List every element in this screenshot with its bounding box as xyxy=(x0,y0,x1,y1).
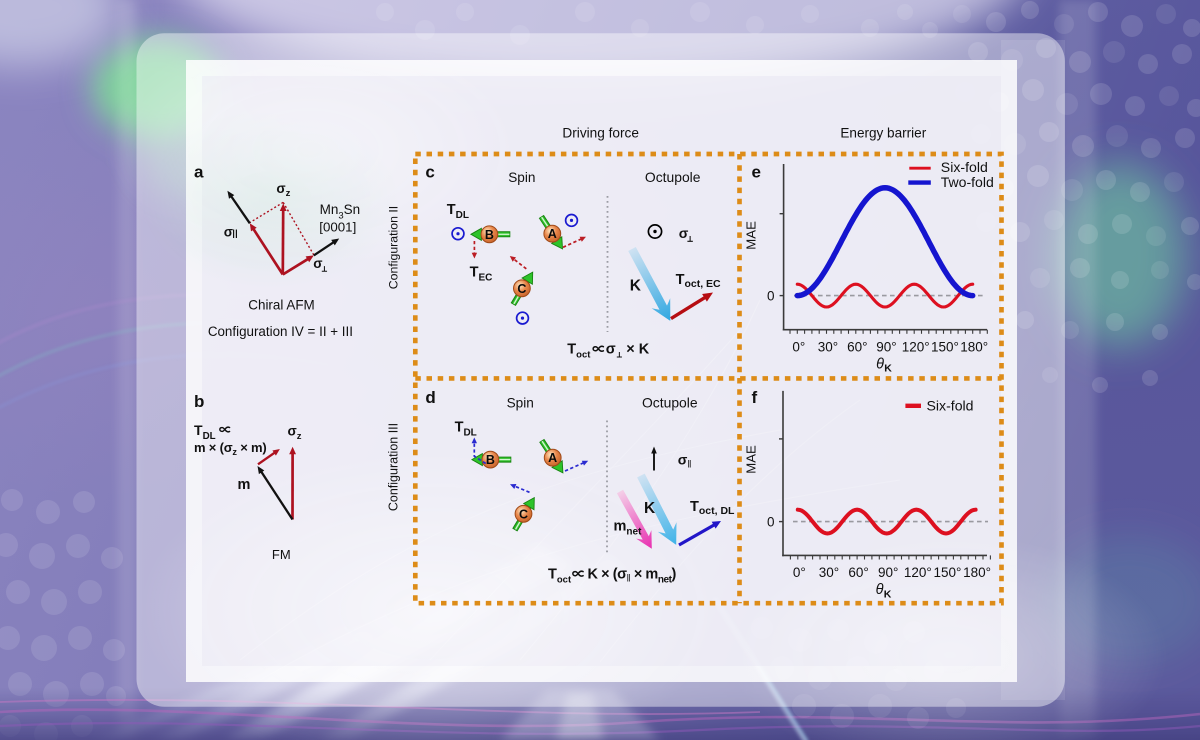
svg-text:× K: × K xyxy=(626,342,649,358)
svg-text:σ: σ xyxy=(679,225,689,241)
svg-text:σ: σ xyxy=(313,256,322,271)
svg-text:b: b xyxy=(194,392,204,411)
svg-text:Driving force: Driving force xyxy=(562,125,639,140)
svg-text:B: B xyxy=(486,453,495,467)
svg-text:90°: 90° xyxy=(876,340,896,355)
svg-text:K × (σ‖ × mnet): K × (σ‖ × mnet) xyxy=(588,566,677,585)
svg-text:[0001]: [0001] xyxy=(319,220,356,235)
svg-text:K: K xyxy=(884,363,892,375)
svg-text:a: a xyxy=(194,163,204,182)
svg-text:30°: 30° xyxy=(818,340,838,355)
svg-text:Spin: Spin xyxy=(508,170,535,185)
svg-text:θ: θ xyxy=(876,357,884,373)
svg-text:150°: 150° xyxy=(934,565,962,580)
svg-text:B: B xyxy=(485,228,494,242)
svg-text:θ: θ xyxy=(876,582,884,598)
svg-text:C: C xyxy=(517,282,526,296)
svg-text:Energy barrier: Energy barrier xyxy=(840,125,926,140)
svg-text:A: A xyxy=(548,451,557,465)
svg-text:Octupole: Octupole xyxy=(645,169,701,185)
svg-text:m: m xyxy=(238,477,251,493)
svg-text:Mn3Sn: Mn3Sn xyxy=(320,202,361,221)
svg-text:σ: σ xyxy=(224,224,233,239)
svg-text:60°: 60° xyxy=(848,565,868,580)
svg-text:Octupole: Octupole xyxy=(642,395,698,411)
svg-text:d: d xyxy=(425,388,435,407)
svg-text:m × (σz × m): m × (σz × m) xyxy=(194,440,267,457)
svg-text:120°: 120° xyxy=(904,565,932,580)
svg-text:Two-fold: Two-fold xyxy=(941,174,994,190)
svg-text:0: 0 xyxy=(767,288,775,303)
svg-text:Chiral AFM: Chiral AFM xyxy=(248,297,314,312)
svg-text:K: K xyxy=(884,588,892,600)
svg-text:Six-fold: Six-fold xyxy=(927,397,974,413)
svg-text:150°: 150° xyxy=(931,340,959,355)
svg-text:120°: 120° xyxy=(902,340,930,355)
svg-text:Spin: Spin xyxy=(507,396,534,411)
svg-text:σ: σ xyxy=(606,342,616,358)
svg-text:180°: 180° xyxy=(963,565,991,580)
svg-text:30°: 30° xyxy=(819,565,839,580)
svg-text:MAE: MAE xyxy=(744,445,759,474)
svg-text:f: f xyxy=(752,388,758,407)
svg-text:Configuration III: Configuration III xyxy=(387,423,401,511)
svg-text:0: 0 xyxy=(767,514,775,529)
svg-text:MAE: MAE xyxy=(744,221,759,250)
svg-text:C: C xyxy=(519,507,528,521)
svg-text:60°: 60° xyxy=(847,340,867,355)
svg-text:FM: FM xyxy=(272,547,291,562)
svg-text:0°: 0° xyxy=(793,565,806,580)
svg-text:c: c xyxy=(425,163,434,182)
svg-text:e: e xyxy=(752,163,761,182)
svg-text:A: A xyxy=(548,227,557,241)
svg-text:180°: 180° xyxy=(960,340,988,355)
svg-text:Six-fold: Six-fold xyxy=(941,159,988,175)
svg-text:K: K xyxy=(644,500,656,517)
svg-text:Configuration II: Configuration II xyxy=(387,206,401,289)
svg-text:90°: 90° xyxy=(878,565,898,580)
svg-text:K: K xyxy=(630,278,642,295)
svg-text:0°: 0° xyxy=(792,340,805,355)
svg-text:Configuration IV = II + III: Configuration IV = II + III xyxy=(208,324,353,339)
